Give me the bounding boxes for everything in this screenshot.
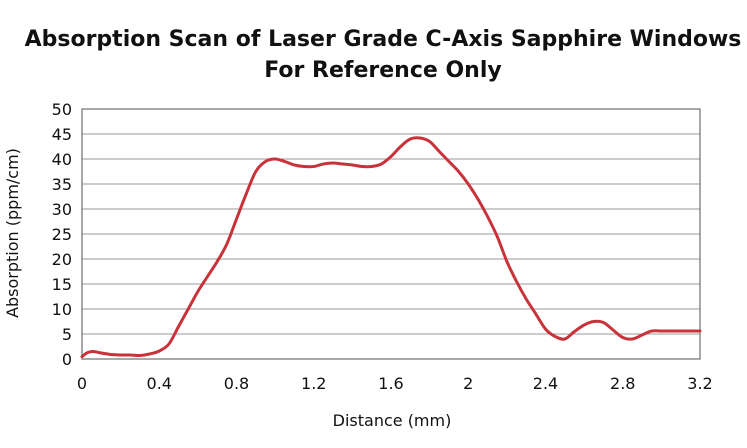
- x-tick-label: 0.4: [147, 374, 172, 393]
- y-tick-label: 30: [52, 200, 72, 219]
- y-tick-label: 5: [62, 325, 72, 344]
- y-tick-label: 35: [52, 175, 72, 194]
- grid-lines: [82, 133, 700, 335]
- absorption-series-line: [80, 136, 702, 358]
- y-tick-label: 0: [62, 350, 72, 369]
- x-tick-label: 1.2: [301, 374, 326, 393]
- x-tick-label: 2: [463, 374, 473, 393]
- y-tick-label: 20: [52, 250, 72, 269]
- y-tick-label: 45: [52, 125, 72, 144]
- y-tick-label: 40: [52, 150, 72, 169]
- x-tick-label: 1.6: [378, 374, 403, 393]
- plot-frame: [81, 108, 701, 360]
- x-tick-label: 2.8: [610, 374, 635, 393]
- y-tick-label: 25: [52, 225, 72, 244]
- chart-title: Absorption Scan of Laser Grade C-Axis Sa…: [25, 27, 742, 52]
- x-tick-label: 0.8: [224, 374, 249, 393]
- x-tick-label: 2.4: [533, 374, 558, 393]
- x-tick-label: 0: [77, 374, 87, 393]
- chart-subtitle: For Reference Only: [264, 58, 501, 83]
- y-tick-label: 15: [52, 275, 72, 294]
- x-axis-label: Distance (mm): [333, 411, 452, 430]
- y-axis-ticks: 0 5 10 15 20 25 30 35 40 45 50: [52, 100, 72, 369]
- y-axis-label: Absorption (ppm/cm): [3, 148, 22, 318]
- x-tick-label: 3.2: [687, 374, 712, 393]
- x-axis-ticks: 0 0.4 0.8 1.2 1.6 2 2.4 2.8 3.2: [77, 374, 713, 393]
- y-tick-label: 50: [52, 100, 72, 119]
- y-tick-label: 10: [52, 300, 72, 319]
- series-layer: [80, 136, 702, 358]
